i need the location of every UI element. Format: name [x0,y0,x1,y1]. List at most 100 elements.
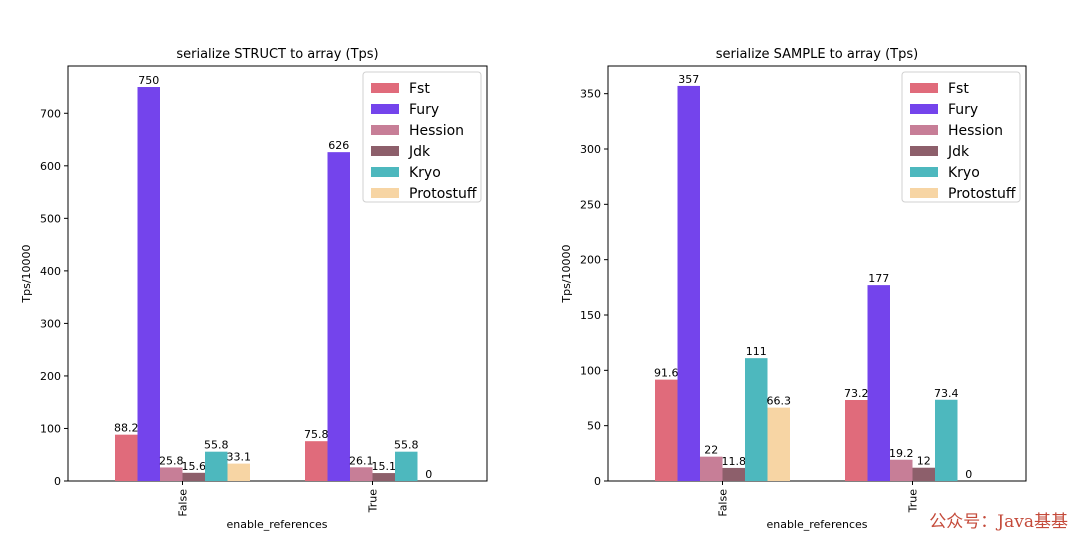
bar-hession [160,467,183,481]
legend-label: Fst [948,81,969,97]
y-tick-label: 100 [40,422,61,435]
bar-value-label: 12 [917,455,931,468]
bar-jdk [912,467,935,481]
legend-swatch [910,104,938,114]
plot-frame [607,65,1027,482]
bar-value-label: 91.6 [654,367,679,380]
bar-fst [655,379,678,481]
bar-fst [845,399,868,481]
y-tick-label: 0 [594,475,601,488]
bar-kryo [935,399,958,481]
bar-hession [350,467,373,481]
y-axis-label: Tps/10000 [560,244,573,303]
legend-label: Kryo [409,165,441,181]
bar-value-label: 55.8 [394,439,419,452]
bar-kryo [395,451,418,481]
legend-swatch [910,167,938,177]
chart-1: serialize STRUCT to array (Tps) 0 100 200 30… [20,47,488,531]
bar-value-label: 15.6 [182,460,207,473]
y-axis-label: Tps/10000 [20,244,33,303]
legend-swatch [371,83,399,93]
legend-swatch [371,104,399,114]
bar-value-label: 111 [746,345,767,358]
watermark-text: 公众号：Java基基 [929,512,1068,532]
legend-label: Protostuff [948,186,1016,202]
y-tick-label: 500 [40,212,61,225]
bar-protostuff [767,407,790,481]
bar-fst [115,434,138,481]
bar-fury [327,152,350,481]
bar-value-label: 0 [965,468,972,481]
bar-value-label: 73.4 [934,387,959,400]
legend-swatch [371,146,399,156]
y-tick-label: 300 [40,317,61,330]
bar-value-label: 19.2 [889,447,914,460]
chart-title: serialize SAMPLE to array (Tps) [716,47,918,62]
x-axis-label: enable_references [226,518,327,531]
legend-label: Fury [409,102,439,118]
legend-label: Jdk [408,144,431,160]
bar-value-label: 88.2 [114,422,139,435]
bar-fury [677,85,700,482]
bar-jdk [722,467,745,481]
legend: Fst Fury Hession Jdk Kryo Protostuff [362,71,482,203]
y-tick-label: 100 [580,364,601,377]
y-tick-label: 200 [580,254,601,267]
bar-hession [890,459,913,481]
bar-value-label: 26.1 [349,454,374,467]
legend-swatch [910,83,938,93]
y-tick-label: 250 [580,198,601,211]
bar-kryo [745,358,768,481]
bar-value-label: 11.8 [722,455,747,468]
y-tick-label: 350 [580,88,601,101]
bar-fury [137,87,160,481]
bar-protostuff [227,463,250,481]
y-tick-label: 300 [580,143,601,156]
y-tick-label: 150 [580,309,601,322]
bar-kryo [205,451,228,481]
bar-value-label: 15.1 [372,460,397,473]
legend-swatch [910,188,938,198]
bar-value-label: 626 [328,139,349,152]
chart-title: serialize STRUCT to array (Tps) [176,47,378,62]
legend-label: Hession [948,123,1003,139]
legend-swatch [371,125,399,135]
chart-2: serialize SAMPLE to array (Tps) 0 50 100 150… [560,47,1027,531]
x-tick-label: True [907,489,920,514]
bar-hession [700,456,723,481]
y-tick-label: 700 [40,107,61,120]
legend-label: Hession [409,123,464,139]
y-tick-label: 0 [54,475,61,488]
legend-label: Kryo [948,165,980,181]
bar-value-label: 25.8 [159,454,184,467]
legend-label: Jdk [947,144,970,160]
bar-value-label: 33.1 [227,451,252,464]
x-axis-label: enable_references [766,518,867,531]
y-tick-label: 400 [40,265,61,278]
bar-value-label: 75.8 [304,428,329,441]
bar-value-label: 750 [138,74,159,87]
bar-jdk [182,472,205,481]
legend-label: Fst [409,81,430,97]
legend-label: Protostuff [409,186,477,202]
legend-swatch [371,188,399,198]
x-tick-label: False [177,489,190,517]
y-tick-label: 50 [587,420,601,433]
y-tick-label: 600 [40,160,61,173]
bar-value-label: 22 [704,444,718,457]
legend-swatch [371,167,399,177]
bar-value-label: 73.2 [844,387,869,400]
bar-jdk [372,473,395,481]
bar-value-label: 357 [678,73,699,86]
legend-label: Fury [948,102,978,118]
x-tick-label: True [367,489,380,514]
x-tick-label: False [717,489,730,517]
bar-value-label: 66.3 [767,395,792,408]
legend-swatch [910,146,938,156]
bar-fst [305,441,328,481]
bar-value-label: 55.8 [204,439,229,452]
bar-fury [867,285,890,481]
legend-swatch [910,125,938,135]
bar-value-label: 0 [425,468,432,481]
